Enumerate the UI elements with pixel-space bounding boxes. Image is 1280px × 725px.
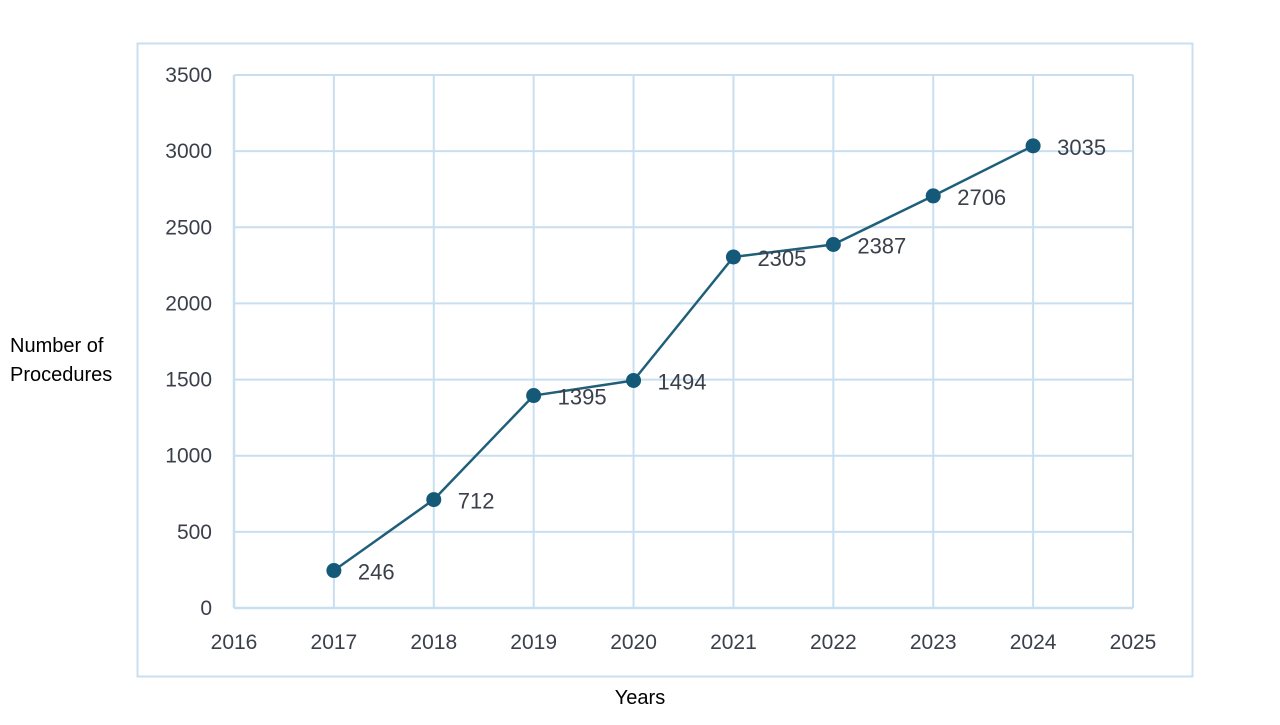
y-axis-title-line: Number of bbox=[10, 335, 104, 357]
x-tick-label: 2024 bbox=[1010, 631, 1057, 654]
y-tick-label: 1000 bbox=[165, 445, 212, 468]
series-line bbox=[333, 144, 1034, 572]
y-tick-label: 2000 bbox=[165, 292, 212, 315]
data-label: 1395 bbox=[558, 385, 607, 410]
x-tick-label: 2018 bbox=[410, 631, 457, 654]
data-point-marker bbox=[925, 188, 941, 204]
data-point-marker bbox=[626, 372, 642, 388]
data-label: 1494 bbox=[658, 369, 707, 394]
data-point-marker bbox=[326, 563, 342, 579]
x-axis-title: Years bbox=[615, 687, 665, 709]
data-point-marker bbox=[426, 492, 442, 508]
x-tick-label: 2019 bbox=[510, 631, 557, 654]
data-label: 2387 bbox=[857, 233, 906, 258]
x-tick-label: 2021 bbox=[710, 631, 757, 654]
y-axis-title: Number of Procedures bbox=[10, 335, 112, 386]
x-tick-label: 2017 bbox=[311, 631, 358, 654]
x-tick-label: 2020 bbox=[610, 631, 657, 654]
data-point-marker bbox=[825, 236, 841, 252]
data-labels: 246 712 1395 1494 2305 2387 2706 3035 bbox=[358, 135, 1106, 585]
data-point-marker bbox=[1025, 138, 1041, 154]
chart-frame bbox=[136, 42, 1194, 678]
y-tick-label: 1500 bbox=[165, 369, 212, 392]
y-tick-label: 3500 bbox=[165, 64, 212, 87]
data-label: 712 bbox=[458, 489, 495, 514]
x-tick-label: 2025 bbox=[1110, 631, 1157, 654]
y-tick-label: 500 bbox=[177, 521, 212, 544]
axes bbox=[232, 75, 1133, 610]
data-label: 3035 bbox=[1057, 135, 1106, 160]
series-line-group bbox=[333, 144, 1034, 572]
data-label: 2706 bbox=[957, 185, 1006, 210]
data-point-marker bbox=[725, 249, 741, 265]
data-point-marker bbox=[526, 388, 542, 404]
data-label: 246 bbox=[358, 560, 395, 585]
x-tick-label: 2022 bbox=[810, 631, 857, 654]
y-tick-label: 3000 bbox=[165, 140, 212, 163]
y-axis-title-line: Procedures bbox=[10, 364, 112, 386]
data-label: 2305 bbox=[757, 246, 806, 271]
y-tick-label: 2500 bbox=[165, 216, 212, 239]
markers bbox=[326, 138, 1041, 579]
x-tick-label: 2016 bbox=[211, 631, 258, 654]
tick-labels: 2016 2017 2018 2019 2020 2021 2022 2023 2024 2025… bbox=[165, 64, 1156, 654]
x-tick-label: 2023 bbox=[910, 631, 957, 654]
y-tick-label: 0 bbox=[200, 597, 212, 620]
